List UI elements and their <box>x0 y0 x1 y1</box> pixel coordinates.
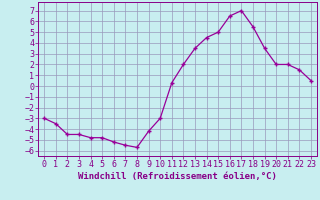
X-axis label: Windchill (Refroidissement éolien,°C): Windchill (Refroidissement éolien,°C) <box>78 172 277 181</box>
